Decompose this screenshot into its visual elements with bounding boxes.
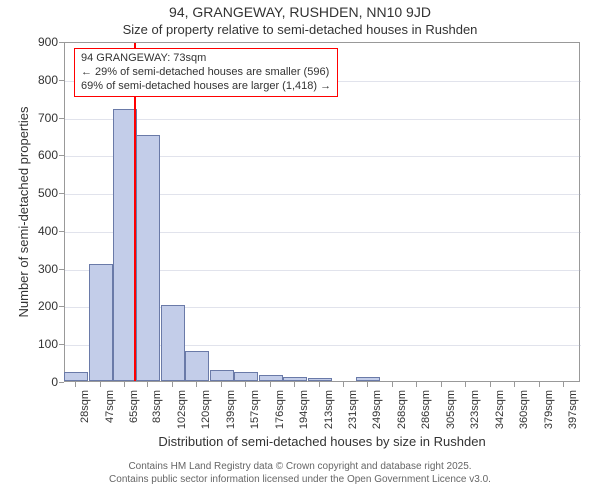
- histogram-bar: [259, 375, 283, 381]
- x-tick-label: 268sqm: [396, 390, 408, 450]
- copyright-notice: Contains HM Land Registry data © Crown c…: [0, 460, 600, 486]
- y-tick-mark: [59, 193, 64, 194]
- annotation-box: 94 GRANGEWAY: 73sqm← 29% of semi-detache…: [74, 48, 338, 97]
- y-tick-mark: [59, 231, 64, 232]
- y-tick-label: 400: [20, 224, 58, 238]
- y-tick-mark: [59, 306, 64, 307]
- y-tick-label: 300: [20, 262, 58, 276]
- x-tick-mark: [319, 382, 320, 387]
- x-tick-label: 65sqm: [128, 390, 140, 450]
- x-tick-mark: [124, 382, 125, 387]
- x-tick-label: 213sqm: [323, 390, 335, 450]
- x-tick-mark: [270, 382, 271, 387]
- chart-subtitle: Size of property relative to semi-detach…: [0, 22, 600, 37]
- histogram-bar: [64, 372, 88, 381]
- x-tick-mark: [75, 382, 76, 387]
- y-tick-label: 0: [20, 375, 58, 389]
- annotation-line-2: ← 29% of semi-detached houses are smalle…: [81, 66, 331, 80]
- x-tick-label: 305sqm: [445, 390, 457, 450]
- histogram-bar: [356, 377, 380, 381]
- x-tick-label: 83sqm: [151, 390, 163, 450]
- x-tick-label: 379sqm: [543, 390, 555, 450]
- x-tick-mark: [221, 382, 222, 387]
- x-tick-label: 194sqm: [298, 390, 310, 450]
- x-tick-mark: [539, 382, 540, 387]
- y-tick-label: 800: [20, 73, 58, 87]
- x-tick-mark: [392, 382, 393, 387]
- histogram-bar: [113, 109, 137, 381]
- annotation-line-1: 94 GRANGEWAY: 73sqm: [81, 52, 331, 66]
- x-tick-label: 286sqm: [420, 390, 432, 450]
- y-tick-mark: [59, 118, 64, 119]
- x-tick-mark: [465, 382, 466, 387]
- x-tick-mark: [367, 382, 368, 387]
- x-tick-label: 120sqm: [200, 390, 212, 450]
- histogram-bar: [89, 264, 113, 381]
- histogram-bar: [234, 372, 258, 381]
- x-tick-mark: [294, 382, 295, 387]
- y-tick-label: 200: [20, 299, 58, 313]
- y-tick-mark: [59, 155, 64, 156]
- chart-container: 94, GRANGEWAY, RUSHDEN, NN10 9JD Size of…: [0, 0, 600, 500]
- chart-title: 94, GRANGEWAY, RUSHDEN, NN10 9JD: [0, 4, 600, 20]
- x-tick-label: 102sqm: [176, 390, 188, 450]
- histogram-bar: [308, 378, 332, 381]
- x-tick-label: 249sqm: [371, 390, 383, 450]
- y-tick-label: 500: [20, 186, 58, 200]
- histogram-bar: [136, 135, 160, 381]
- x-tick-mark: [100, 382, 101, 387]
- y-tick-label: 600: [20, 148, 58, 162]
- x-tick-label: 323sqm: [469, 390, 481, 450]
- x-tick-label: 397sqm: [567, 390, 579, 450]
- x-tick-label: 360sqm: [518, 390, 530, 450]
- x-tick-label: 342sqm: [494, 390, 506, 450]
- x-tick-mark: [147, 382, 148, 387]
- histogram-bar: [210, 370, 234, 381]
- y-tick-label: 700: [20, 111, 58, 125]
- x-tick-mark: [490, 382, 491, 387]
- histogram-bar: [283, 377, 307, 381]
- x-tick-mark: [245, 382, 246, 387]
- x-tick-label: 28sqm: [79, 390, 91, 450]
- gridline: [65, 119, 581, 120]
- x-tick-label: 47sqm: [104, 390, 116, 450]
- x-tick-label: 231sqm: [347, 390, 359, 450]
- x-tick-mark: [196, 382, 197, 387]
- y-tick-mark: [59, 382, 64, 383]
- y-tick-mark: [59, 344, 64, 345]
- y-tick-mark: [59, 269, 64, 270]
- y-axis-title: Number of semi-detached properties: [16, 42, 31, 382]
- y-tick-label: 100: [20, 337, 58, 351]
- x-tick-mark: [416, 382, 417, 387]
- x-tick-mark: [343, 382, 344, 387]
- x-tick-mark: [172, 382, 173, 387]
- y-tick-mark: [59, 42, 64, 43]
- y-tick-label: 900: [20, 35, 58, 49]
- x-tick-label: 139sqm: [225, 390, 237, 450]
- annotation-line-3: 69% of semi-detached houses are larger (…: [81, 80, 331, 94]
- x-tick-mark: [514, 382, 515, 387]
- copyright-line-1: Contains HM Land Registry data © Crown c…: [128, 461, 471, 472]
- x-tick-label: 157sqm: [249, 390, 261, 450]
- copyright-line-2: Contains public sector information licen…: [109, 474, 491, 485]
- histogram-bar: [185, 351, 209, 381]
- x-tick-mark: [441, 382, 442, 387]
- x-tick-mark: [563, 382, 564, 387]
- x-tick-label: 176sqm: [274, 390, 286, 450]
- y-tick-mark: [59, 80, 64, 81]
- histogram-bar: [161, 305, 185, 381]
